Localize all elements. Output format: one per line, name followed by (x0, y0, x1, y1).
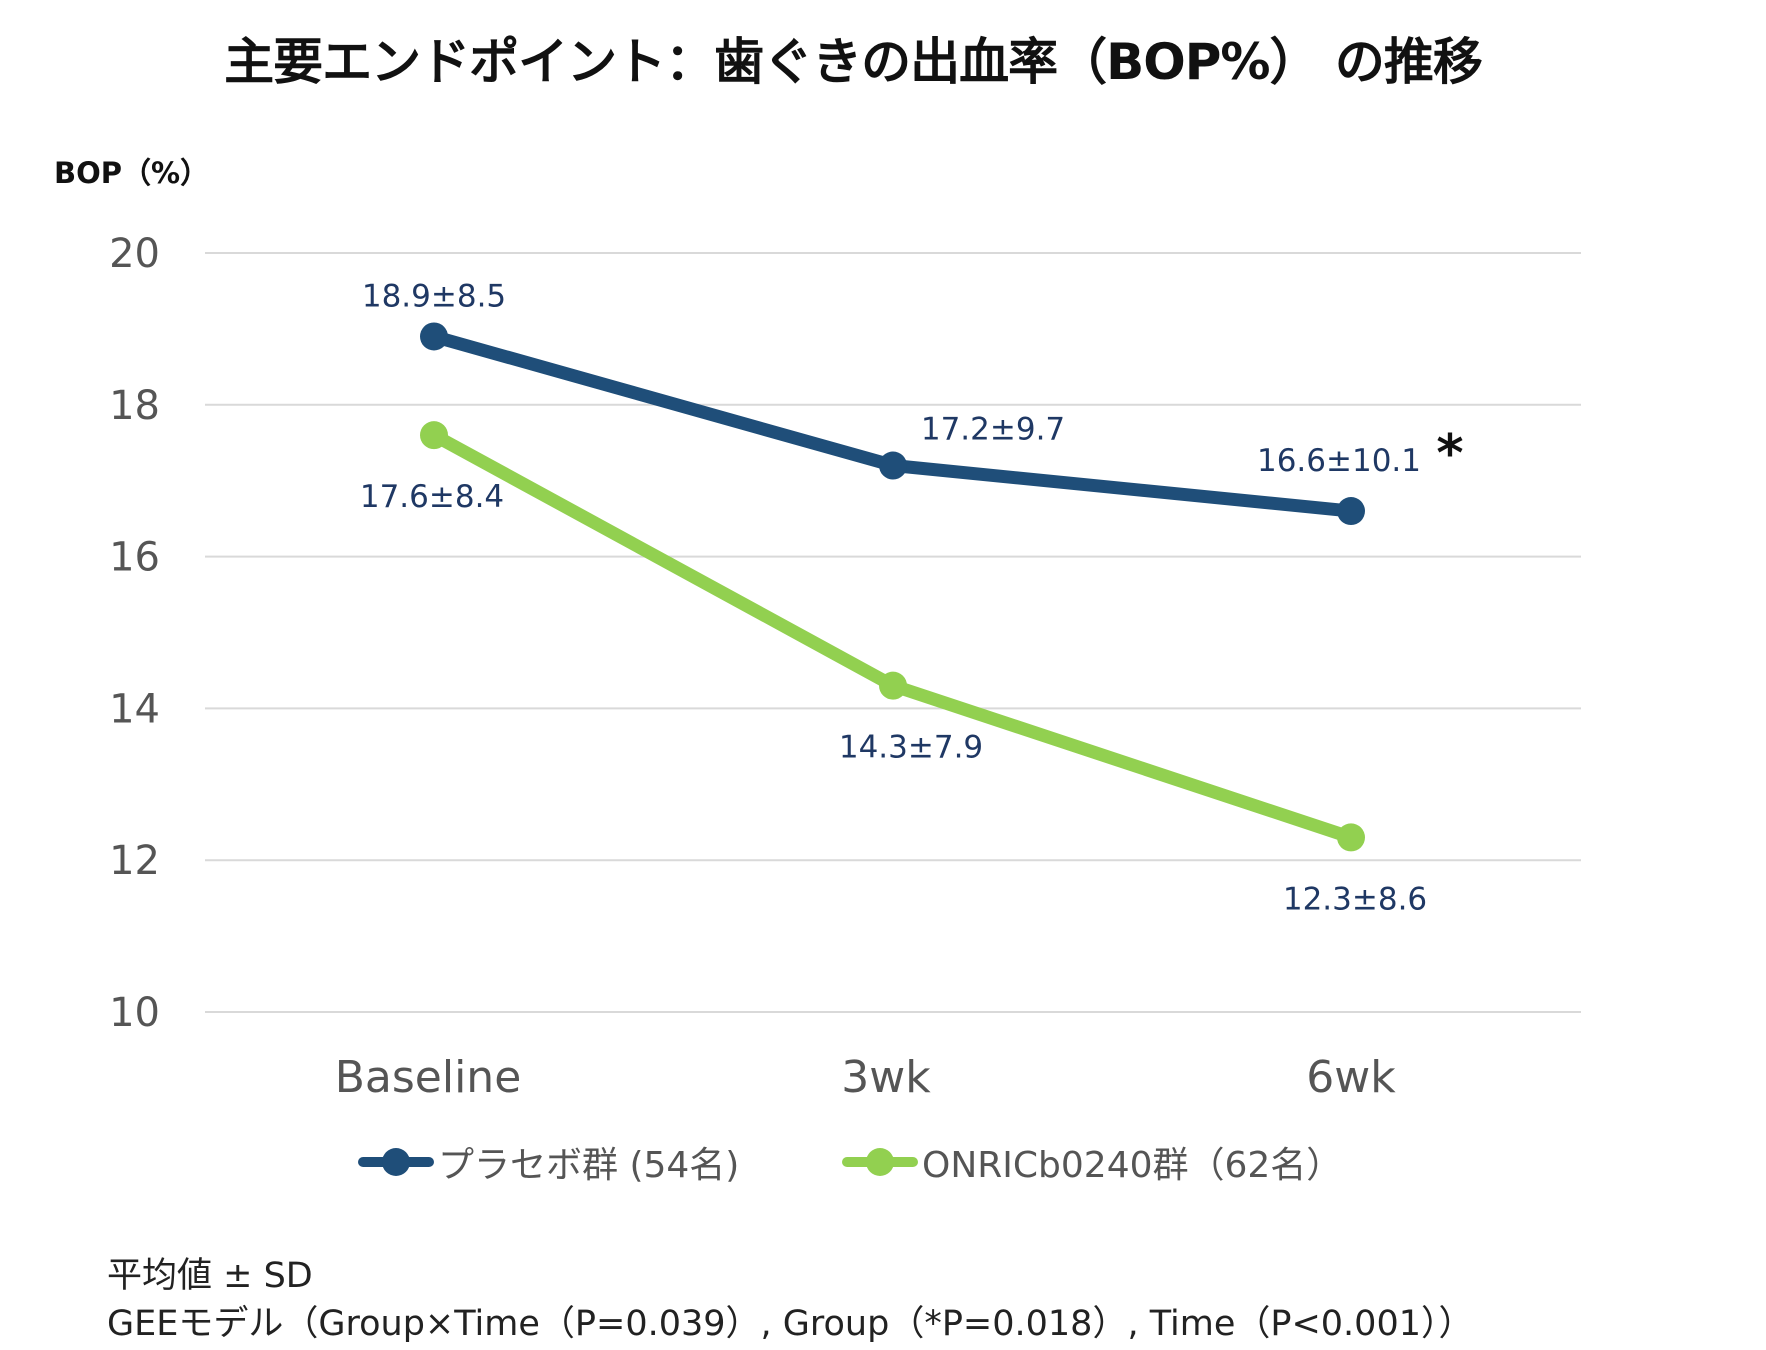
y-axis-label: BOP（%） (54, 156, 210, 190)
data-label: 17.2±9.7 (921, 412, 1065, 448)
data-point (1337, 497, 1365, 526)
data-label: 14.3±7.9 (839, 730, 983, 766)
data-label: 12.3±8.6 (1283, 881, 1427, 917)
legend-swatch (358, 1142, 434, 1182)
y-tick-label: 20 (109, 231, 160, 277)
data-label: 18.9±8.5 (362, 278, 506, 314)
footnote-line-2: GEEモデル（Group×Time（P=0.039）, Group（*P=0.0… (107, 1304, 1474, 1344)
series-line (432, 330, 1352, 518)
chart-title: 主要エンドポイント：歯ぐきの出血率（BOP%） の推移 (224, 33, 1483, 91)
legend-swatch (842, 1142, 918, 1182)
data-point (879, 451, 907, 480)
y-tick-label: 10 (109, 990, 160, 1036)
y-tick-label: 18 (109, 383, 160, 429)
legend-item-placebo: プラセボ群 (54名) (358, 1136, 739, 1188)
footnote-line-1: 平均値 ± SD (107, 1256, 313, 1296)
significance-asterisk: * (1436, 424, 1463, 484)
y-tick-label: 14 (109, 686, 160, 732)
x-tick-label: 6wk (1306, 1052, 1396, 1103)
x-tick-label: Baseline (335, 1052, 522, 1103)
x-tick-label: 3wk (841, 1052, 931, 1103)
data-point (420, 421, 448, 450)
data-label: 17.6±8.4 (360, 479, 504, 515)
legend-label: プラセボ群 (54名) (438, 1145, 740, 1186)
data-point (879, 671, 907, 700)
footnote: 平均値 ± SD GEEモデル（Group×Time（P=0.039）, Gro… (107, 1252, 1474, 1348)
data-label: 16.6±10.1 (1257, 443, 1421, 479)
data-point (1337, 823, 1365, 852)
legend-label: ONRICb0240群（62名） (922, 1145, 1343, 1186)
y-tick-label: 16 (109, 535, 160, 581)
legend-item-onric: ONRICb0240群（62名） (842, 1136, 1342, 1188)
y-tick-label: 12 (109, 838, 160, 884)
data-point (420, 322, 448, 351)
